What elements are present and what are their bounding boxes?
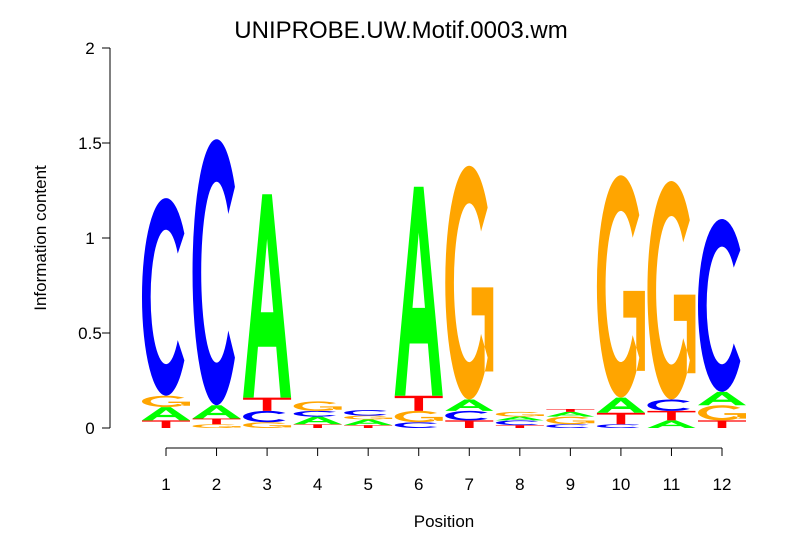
y-axis: 0 0.5 1 1.5 2 — [78, 39, 111, 438]
logo-letter-T — [192, 418, 241, 425]
x-tick-label: 3 — [262, 475, 271, 494]
logo-letter-T — [495, 425, 544, 428]
logo-letter-T — [394, 395, 443, 411]
logo-letter-T — [344, 425, 393, 428]
logo-letter-C — [495, 420, 539, 426]
logo-letter-T — [647, 410, 696, 421]
logo-letter-T — [445, 420, 494, 428]
x-tick-label: 5 — [363, 475, 372, 494]
x-axis-label: Position — [414, 512, 474, 531]
x-tick-label: 2 — [212, 475, 221, 494]
y-tick-label: 1.5 — [78, 134, 102, 153]
logo-letter-C — [192, 139, 235, 406]
logo-letter-G — [344, 415, 393, 420]
x-tick-label: 4 — [313, 475, 322, 494]
logo-letter-A — [698, 391, 746, 406]
logo-letter-G — [546, 416, 595, 425]
y-tick-label: 0 — [85, 419, 94, 438]
logo-letter-G — [596, 175, 645, 398]
chart-title: UNIPROBE.UW.Motif.0003.wm — [234, 17, 567, 44]
logo-letter-A — [243, 194, 292, 398]
x-tick-label: 6 — [414, 475, 423, 494]
logo-letter-A — [546, 411, 595, 417]
logo-letter-A — [445, 399, 494, 411]
logo-letter-T — [546, 409, 595, 412]
logo-letter-C — [546, 424, 589, 428]
logo-letter-C — [596, 424, 640, 428]
logo-letter-C — [243, 410, 286, 423]
logo-letter-G — [445, 165, 494, 400]
logo-letter-G — [293, 401, 342, 411]
logo-letter-A — [394, 186, 443, 396]
x-tick-label: 8 — [515, 475, 524, 494]
y-axis-label: Information content — [31, 165, 50, 311]
logo-letter-T — [698, 420, 746, 428]
y-tick-label: 2 — [85, 39, 94, 58]
logo-letter-G — [243, 422, 292, 428]
logo-letters — [141, 139, 746, 428]
logo-letter-C — [445, 410, 488, 421]
logo-letter-T — [243, 397, 292, 411]
x-tick-label: 7 — [465, 475, 474, 494]
logo-letter-T — [293, 424, 342, 428]
y-tick-label: 0.5 — [78, 324, 102, 343]
logo-letter-C — [141, 198, 185, 396]
logo-letter-A — [596, 397, 645, 413]
logo-letter-G — [192, 424, 241, 428]
logo-letter-A — [142, 407, 190, 421]
logo-letter-A — [344, 419, 393, 426]
logo-letter-C — [394, 422, 438, 428]
logo-letter-A — [647, 420, 696, 428]
logo-letter-G — [495, 411, 544, 417]
logo-letter-C — [344, 409, 387, 416]
logo-letter-C — [293, 410, 337, 417]
x-axis: 1 2 3 4 5 6 7 8 9 10 11 12 — [161, 447, 732, 494]
logo-letter-A — [495, 416, 544, 421]
logo-letter-C — [697, 219, 741, 392]
x-tick-label: 1 — [161, 475, 170, 494]
logo-letter-G — [697, 405, 746, 421]
logo-letter-G — [141, 395, 190, 408]
logo-letter-G — [394, 410, 443, 423]
logo-letter-T — [596, 412, 645, 425]
x-tick-label: 10 — [611, 475, 630, 494]
logo-letter-A — [192, 405, 241, 419]
logo-letter-T — [142, 420, 190, 428]
x-tick-label: 11 — [663, 475, 681, 494]
x-tick-label: 9 — [566, 475, 575, 494]
logo-letter-A — [293, 416, 342, 425]
logo-letter-G — [647, 181, 696, 400]
logo-letter-C — [647, 399, 690, 411]
x-tick-label: 12 — [713, 475, 732, 494]
y-tick-label: 1 — [85, 229, 94, 248]
